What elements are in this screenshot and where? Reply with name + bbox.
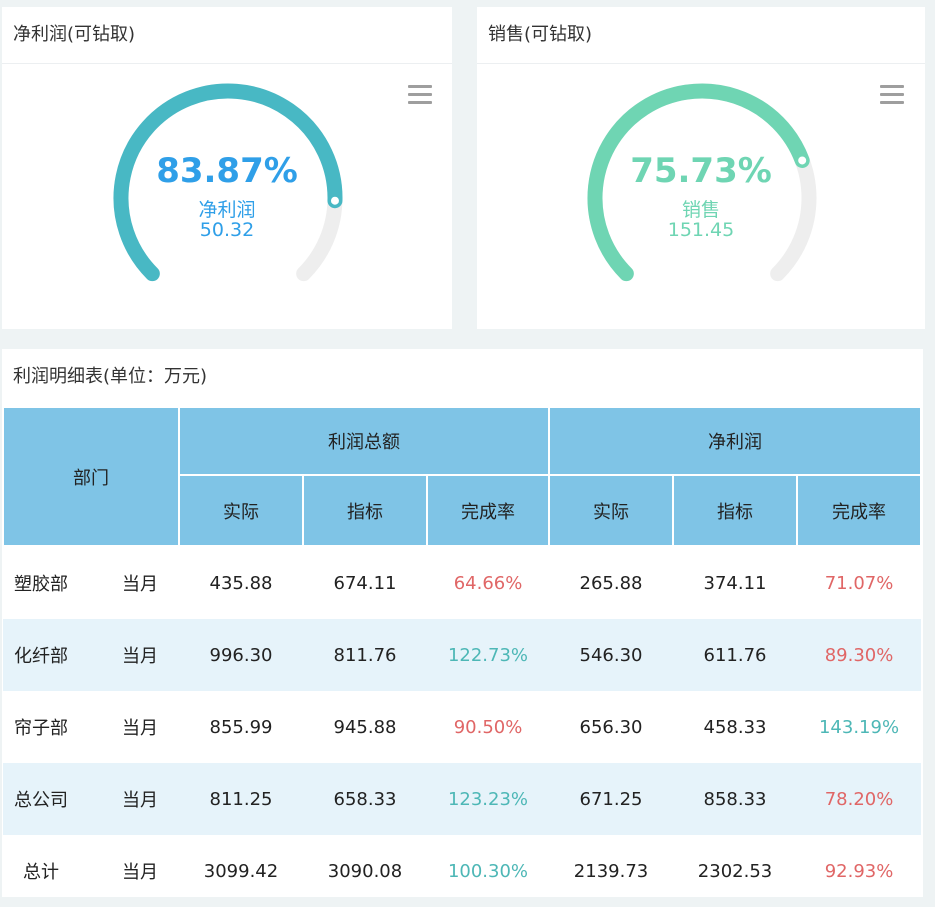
gauge-percent: 75.73% — [630, 151, 772, 191]
net-profit-panel: 净利润(可钻取) 83.87% 净利润 50.32 — [2, 7, 452, 329]
completion-rate-cell: 64.66% — [453, 572, 523, 594]
header-target: 指标 — [672, 474, 799, 547]
header-net-profit: 净利润 — [548, 406, 923, 476]
period-cell: 当月 — [122, 862, 158, 883]
value-cell: 996.30 — [179, 619, 303, 691]
value-cell: 811.76 — [303, 619, 427, 691]
value-cell: 435.88 — [209, 572, 273, 594]
dept-cell: 帘子部 — [14, 718, 68, 739]
gauge-value: 151.45 — [667, 219, 735, 241]
value-cell: 2139.73 — [573, 860, 649, 882]
completion-rate-cell: 89.30% — [797, 619, 922, 691]
hamburger-menu-icon[interactable] — [408, 85, 432, 104]
value-cell: 265.88 — [579, 572, 643, 594]
value-cell: 658.33 — [303, 763, 427, 835]
gauge-value: 50.32 — [199, 219, 255, 241]
completion-rate-cell: 78.20% — [797, 763, 922, 835]
net-profit-gauge-svg — [113, 83, 343, 282]
gauge-progress-arc — [113, 83, 343, 282]
header-completion-rate: 完成率 — [796, 474, 923, 547]
sales-gauge-svg — [587, 83, 817, 282]
value-cell: 855.99 — [209, 716, 273, 738]
profit-detail-title: 利润明细表(单位：万元) — [13, 366, 208, 387]
header-actual: 实际 — [178, 474, 304, 547]
value-cell: 656.30 — [579, 716, 643, 738]
value-cell: 674.11 — [333, 572, 397, 594]
completion-rate-cell: 122.73% — [427, 619, 550, 691]
period-cell: 当月 — [122, 574, 158, 595]
value-cell: 3090.08 — [327, 860, 403, 882]
value-cell: 945.88 — [333, 716, 397, 738]
completion-rate-cell: 143.19% — [818, 716, 900, 738]
table-row: 塑胶部 当月 435.88 674.11 64.66% 265.88 374.11 71.07… — [3, 546, 921, 619]
period-cell: 当月 — [101, 619, 179, 691]
dept-cell: 化纤部 — [3, 619, 101, 691]
completion-rate-cell: 100.30% — [447, 860, 529, 882]
value-cell: 2302.53 — [697, 860, 773, 882]
profit-detail-table: 部门 利润总额 净利润 实际 指标 完成率 实际 指标 完成率 塑胶部 当月 435… — [2, 406, 923, 907]
sales-panel: 销售(可钻取) 75.73% 销售 151.45 — [477, 7, 925, 329]
value-cell: 671.25 — [549, 763, 674, 835]
gauge-pointer-dot — [795, 153, 810, 168]
table-row: 总计 当月 3099.42 3090.08 100.30% 2139.73 2302.53 9… — [3, 835, 921, 907]
value-cell: 374.11 — [703, 572, 767, 594]
gauge-label: 销售 — [681, 199, 720, 221]
header-completion-rate: 完成率 — [425, 474, 551, 547]
gauge-percent: 83.87% — [156, 151, 298, 191]
value-cell: 811.25 — [179, 763, 303, 835]
period-cell: 当月 — [101, 763, 179, 835]
gauge-label: 净利润 — [198, 199, 256, 221]
table-row: 总公司 当月 811.25 658.33 123.23% 671.25 858.33 78.2… — [3, 763, 922, 835]
gauge-progress-arc — [587, 83, 810, 282]
value-cell: 3099.42 — [203, 860, 279, 882]
dept-cell: 总公司 — [3, 763, 101, 835]
header-total-profit: 利润总额 — [177, 406, 551, 476]
completion-rate-cell: 92.93% — [824, 860, 894, 882]
value-cell: 546.30 — [549, 619, 674, 691]
header-actual: 实际 — [548, 474, 675, 547]
completion-rate-cell: 90.50% — [453, 716, 523, 738]
dept-cell: 塑胶部 — [14, 574, 68, 595]
completion-rate-cell: 71.07% — [824, 572, 894, 594]
value-cell: 458.33 — [703, 716, 767, 738]
gauge-pointer-dot — [327, 193, 342, 208]
hamburger-menu-icon[interactable] — [880, 85, 904, 104]
period-cell: 当月 — [122, 718, 158, 739]
value-cell: 611.76 — [673, 619, 798, 691]
table-row: 帘子部 当月 855.99 945.88 90.50% 656.30 458.33 143.1… — [3, 691, 921, 763]
header-dept: 部门 — [2, 406, 180, 547]
value-cell: 858.33 — [673, 763, 798, 835]
net-profit-panel-title[interactable]: 净利润(可钻取) — [2, 7, 452, 64]
dept-cell: 总计 — [23, 862, 59, 883]
sales-panel-title[interactable]: 销售(可钻取) — [477, 7, 925, 64]
completion-rate-cell: 123.23% — [427, 763, 550, 835]
profit-detail-panel: 利润明细表(单位：万元) 部门 利润总额 净利润 实际 指标 完成率 实际 指标… — [2, 349, 923, 897]
header-target: 指标 — [302, 474, 428, 547]
net-profit-gauge[interactable]: 83.87% 净利润 50.32 — [2, 64, 452, 329]
sales-gauge[interactable]: 75.73% 销售 151.45 — [477, 64, 925, 329]
table-row: 化纤部 当月 996.30 811.76 122.73% 546.30 611.76 89.3… — [3, 619, 922, 691]
